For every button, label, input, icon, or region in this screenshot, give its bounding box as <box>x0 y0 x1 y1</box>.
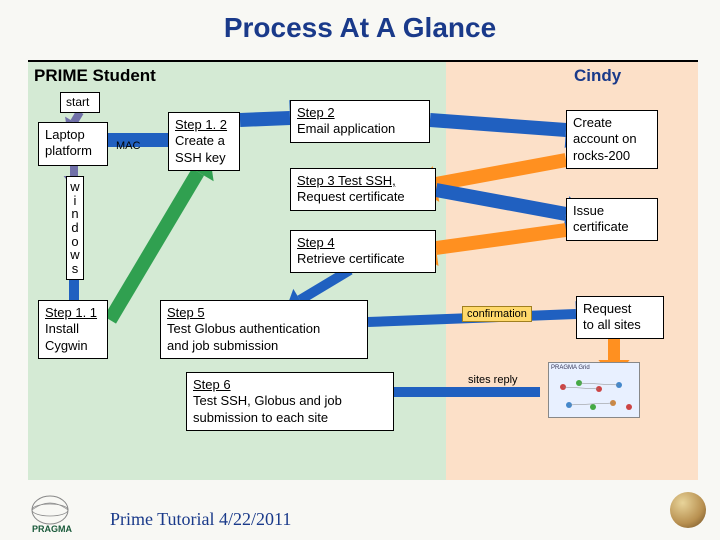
pragma-logo: PRAGMA <box>28 494 84 534</box>
node-request: Requestto all sites <box>576 296 664 339</box>
node-start: start <box>60 92 100 113</box>
node-step3: Step 3 Test SSH,Request certificate <box>290 168 436 211</box>
footer-text: Prime Tutorial 4/22/2011 <box>110 509 291 530</box>
node-issue: Issuecertificate <box>566 198 658 241</box>
node-step11: Step 1. 1InstallCygwin <box>38 300 108 359</box>
label-sites-reply: sites reply <box>468 374 518 386</box>
node-windows: windows <box>66 176 84 280</box>
globe-icon <box>670 492 706 528</box>
node-step5: Step 5Test Globus authentication and job… <box>160 300 368 359</box>
node-step12: Step 1. 2Create aSSH key <box>168 112 240 171</box>
label-confirmation: confirmation <box>462 306 532 322</box>
node-step2: Step 2Email application <box>290 100 430 143</box>
map-thumbnail: PRAGMA Grid <box>548 362 640 418</box>
node-create: Createaccount onrocks-200 <box>566 110 658 169</box>
svg-text:PRAGMA: PRAGMA <box>32 524 72 534</box>
node-step6: Step 6Test SSH, Globus and job submissio… <box>186 372 394 431</box>
label-mac: MAC <box>116 140 140 152</box>
node-laptop: Laptopplatform <box>38 122 108 166</box>
node-step4: Step 4Retrieve certificate <box>290 230 436 273</box>
